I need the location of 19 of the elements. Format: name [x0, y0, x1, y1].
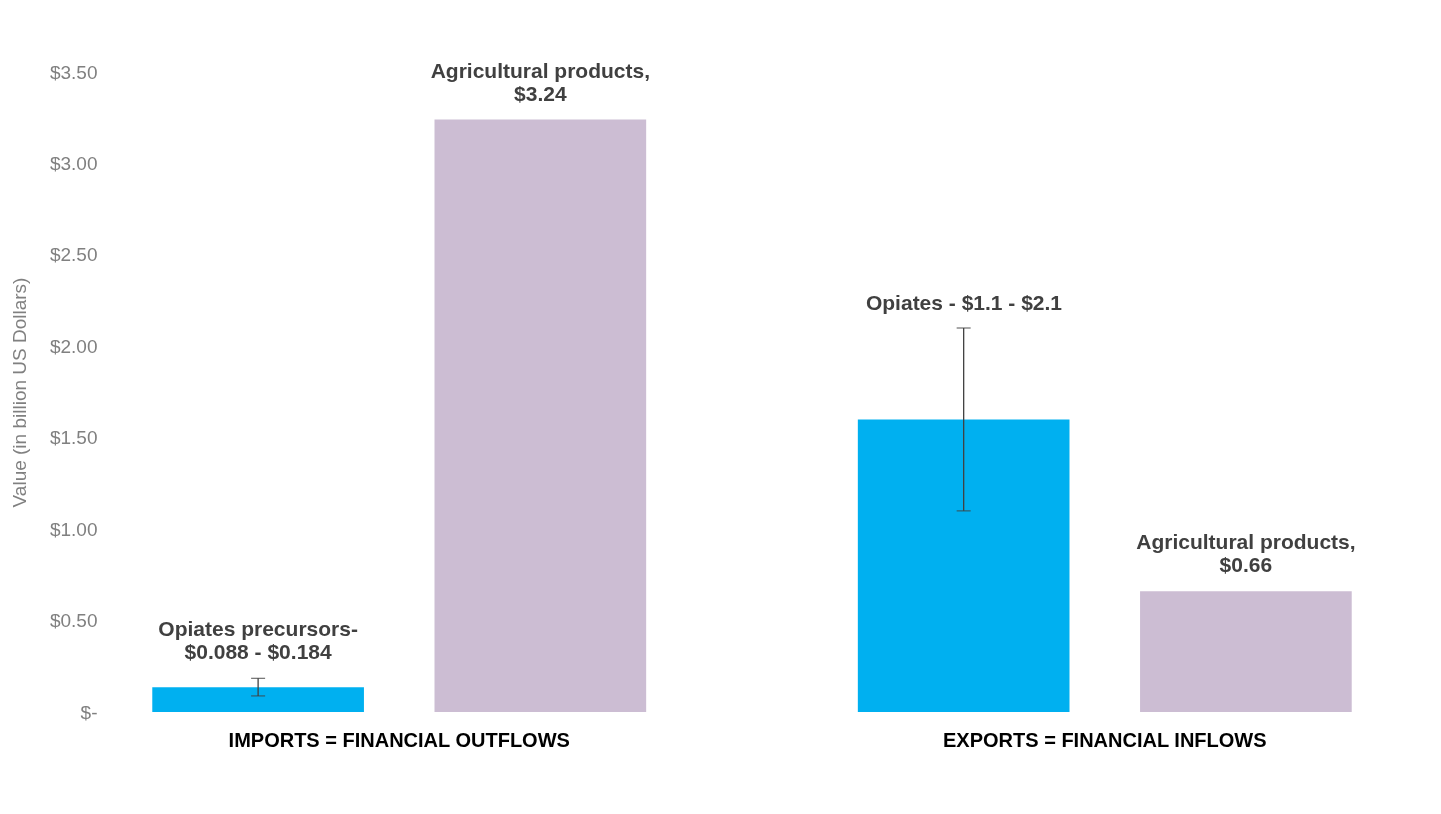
x-tick-label: IMPORTS = FINANCIAL OUTFLOWS [228, 728, 570, 751]
x-tick-label: EXPORTS = FINANCIAL INFLOWS [943, 728, 1267, 751]
bar [434, 119, 647, 712]
annotation: Opiates - $1.1 - $2.1 [865, 291, 1063, 314]
y-axis-title: Value (in billion US Dollars) [8, 277, 30, 508]
data-label: Agricultural products, $0.66 [1136, 530, 1356, 577]
y-tick-label: $- [80, 701, 98, 723]
y-tick-label: $2.50 [49, 244, 98, 266]
bar [857, 419, 1070, 712]
data-label: Opiates precursors- $0.088 - $0.184 [158, 617, 358, 664]
y-tick-label: $1.50 [49, 427, 98, 449]
y-tick-label: $3.50 [49, 61, 98, 83]
y-tick-label: $3.00 [49, 152, 98, 174]
bar [152, 687, 364, 712]
y-tick-label: $1.00 [49, 518, 98, 540]
data-label: Agricultural products, $3.24 [430, 58, 651, 105]
bar [1140, 591, 1352, 712]
y-tick-label: $2.00 [49, 335, 98, 357]
y-tick-label: $0.50 [49, 610, 98, 632]
